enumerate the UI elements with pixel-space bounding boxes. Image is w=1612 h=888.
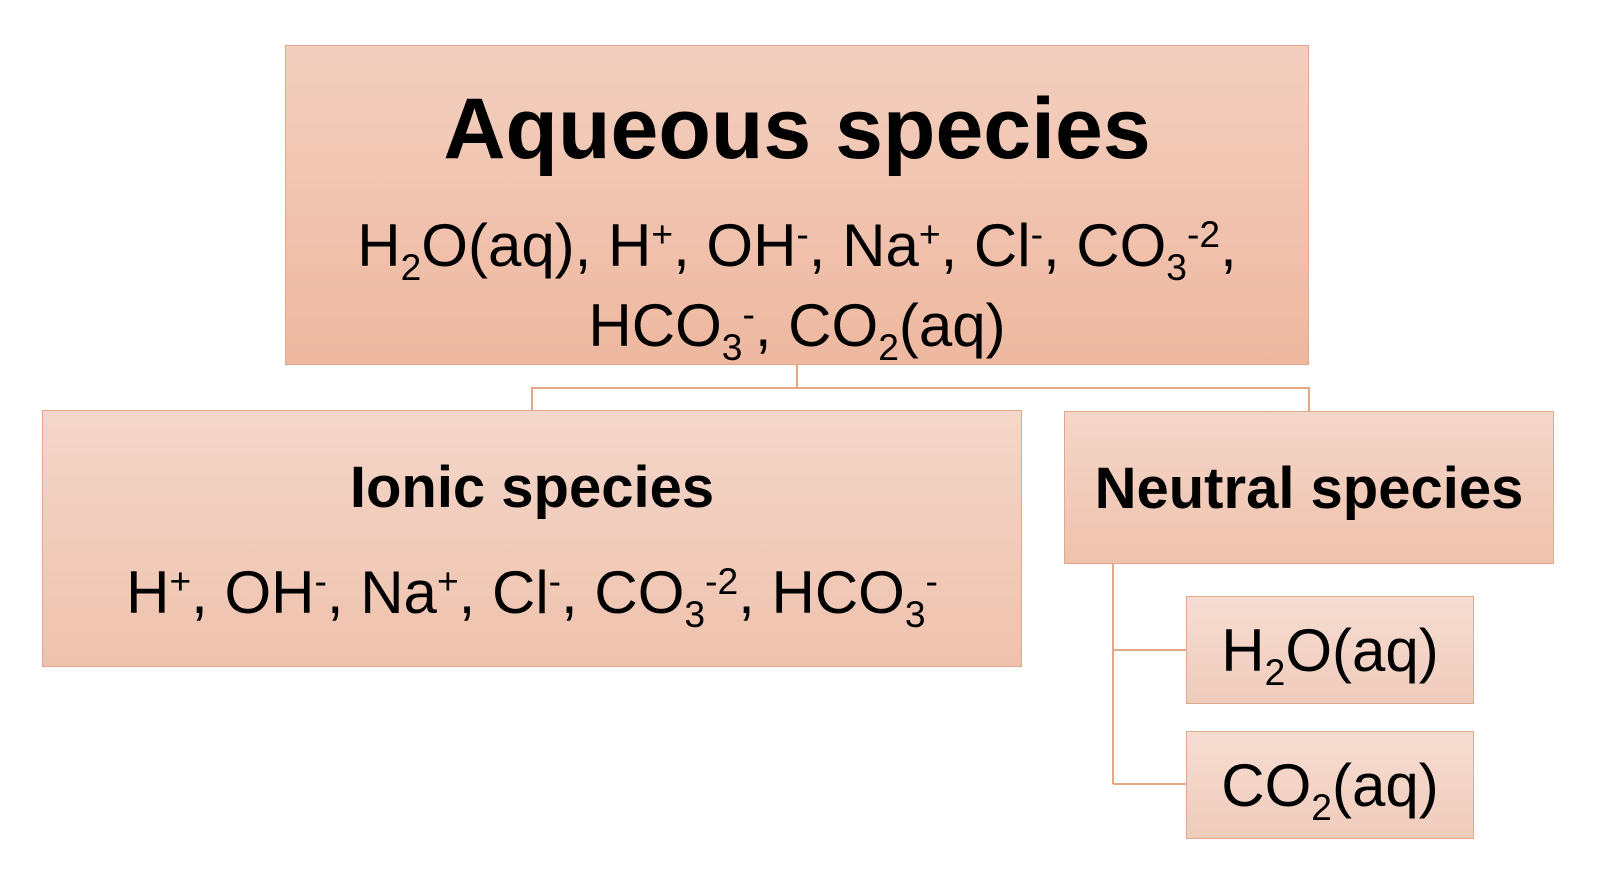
superscript: - xyxy=(742,292,755,335)
formula-text: , Na xyxy=(326,559,437,626)
ionic-species-box: Ionic species H+, OH-, Na+, Cl-, CO3-2, … xyxy=(42,410,1022,667)
subscript: 3 xyxy=(1166,246,1187,289)
aqueous-species-title: Aqueous species xyxy=(443,81,1151,177)
superscript: - xyxy=(796,212,809,255)
formula-text: , CO xyxy=(754,292,879,359)
subscript: 3 xyxy=(904,593,926,636)
subscript: 2 xyxy=(400,246,422,289)
superscript: + xyxy=(918,212,941,255)
h2o-aq-formula: H2O(aq) xyxy=(1187,621,1473,691)
superscript: -2 xyxy=(1186,212,1221,255)
formula-text: H xyxy=(126,559,170,626)
co2-aq-box: CO2(aq) xyxy=(1186,731,1474,839)
formula-text: HCO xyxy=(588,292,722,359)
superscript: - xyxy=(925,559,938,602)
formula-text: , Cl xyxy=(458,559,549,626)
subscript: 2 xyxy=(878,326,899,369)
formula-text: CO xyxy=(1221,752,1312,819)
superscript: - xyxy=(1030,212,1043,255)
superscript: - xyxy=(314,559,327,602)
subscript: 3 xyxy=(684,593,706,636)
aqueous-species-formula-line1: H2O(aq), H+, OH-, Na+, Cl-, CO3-2, xyxy=(286,212,1308,286)
connector-root-children xyxy=(531,365,1310,411)
ionic-species-formula: H+, OH-, Na+, Cl-, CO3-2, HCO3- xyxy=(43,559,1021,633)
superscript: -2 xyxy=(705,559,739,602)
neutral-species-box: Neutral species xyxy=(1064,411,1554,564)
superscript: + xyxy=(436,559,459,602)
formula-text: O(aq), H xyxy=(421,212,652,279)
formula-text: H xyxy=(1221,617,1265,684)
aqueous-species-box: Aqueous species H2O(aq), H+, OH-, Na+, C… xyxy=(285,45,1309,366)
aqueous-species-formula-line2: HCO3-, CO2(aq) xyxy=(286,292,1308,366)
formula-text: O(aq) xyxy=(1285,617,1439,684)
ionic-species-title: Ionic species xyxy=(349,455,715,520)
neutral-species-title: Neutral species xyxy=(1094,456,1524,521)
formula-text: , xyxy=(1220,212,1237,279)
formula-text: (aq) xyxy=(898,292,1006,359)
formula-text: , OH xyxy=(191,559,315,626)
superscript: + xyxy=(651,212,674,255)
subscript: 2 xyxy=(1311,786,1332,829)
h2o-aq-box: H2O(aq) xyxy=(1186,596,1474,704)
formula-text: , CO xyxy=(561,559,685,626)
co2-aq-formula: CO2(aq) xyxy=(1187,756,1473,826)
subscript: 2 xyxy=(1264,651,1286,694)
formula-text: , Cl xyxy=(940,212,1031,279)
formula-text: , HCO xyxy=(738,559,905,626)
subscript: 3 xyxy=(721,326,743,369)
superscript: - xyxy=(548,559,562,602)
formula-text: , OH xyxy=(673,212,797,279)
formula-text: H xyxy=(357,212,401,279)
formula-text: , Na xyxy=(808,212,919,279)
formula-text: (aq) xyxy=(1331,752,1439,819)
connector-neutral-children xyxy=(1112,564,1186,785)
superscript: + xyxy=(169,559,192,602)
formula-text: , CO xyxy=(1042,212,1167,279)
